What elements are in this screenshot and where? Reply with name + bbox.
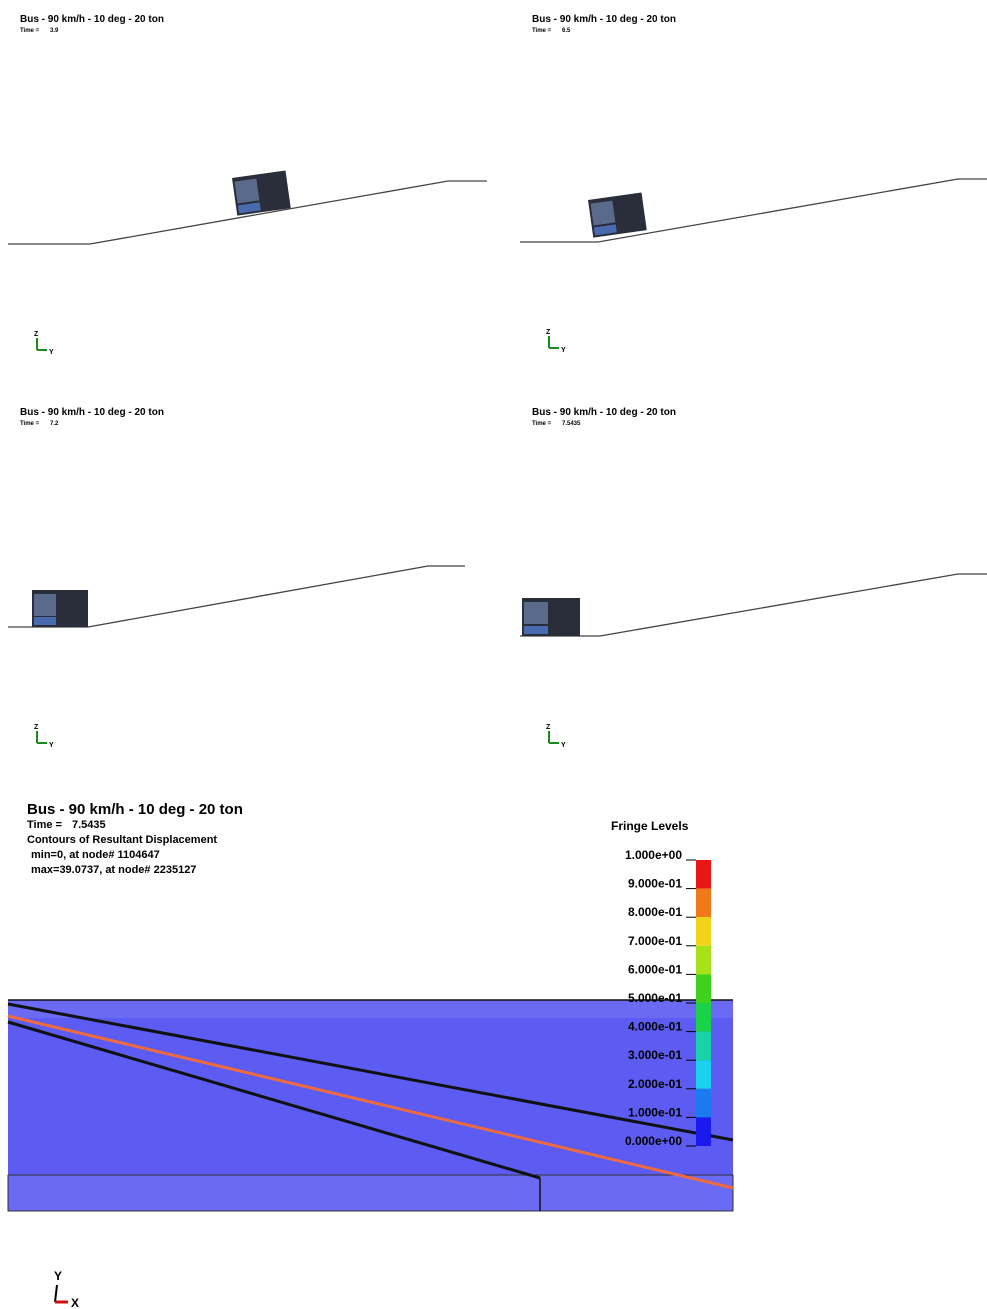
fringe-swatch <box>696 1089 711 1118</box>
fringe-label: 1.000e+00 <box>625 848 682 862</box>
fringe-swatch <box>696 1003 711 1032</box>
time-label: Time = <box>27 819 62 831</box>
axis-label: Z <box>546 724 551 731</box>
fringe-label: 2.000e-01 <box>628 1077 682 1091</box>
contour-title: Bus - 90 km/h - 10 deg - 20 ton <box>27 801 243 818</box>
fringe-swatch <box>696 1060 711 1089</box>
axis-up <box>55 1285 57 1302</box>
fringe-label: 6.000e-01 <box>628 962 682 976</box>
fringe-label: 0.000e+00 <box>625 1134 682 1148</box>
time-label: Time = <box>532 28 552 34</box>
road <box>520 574 987 636</box>
min-info: min=0, at node# 1104647 <box>31 849 160 861</box>
fringe-swatch <box>696 889 711 918</box>
max-info: max=39.0737, at node# 2235127 <box>31 864 196 876</box>
fringe-label: 7.000e-01 <box>628 934 682 948</box>
fringe-title: Fringe Levels <box>611 819 689 833</box>
fringe-label: 1.000e-01 <box>628 1105 682 1119</box>
time-value: 3.9 <box>50 28 59 34</box>
panel-title: Bus - 90 km/h - 10 deg - 20 ton <box>532 407 676 418</box>
fringe-swatch <box>696 1032 711 1061</box>
bus <box>588 192 647 237</box>
axis-label: Y <box>561 742 566 749</box>
axis-label: X <box>71 1296 79 1309</box>
fringe-label: 8.000e-01 <box>628 905 682 919</box>
fringe-swatch <box>696 1117 711 1146</box>
axis-label: Y <box>49 349 54 356</box>
plane-edge <box>8 1000 733 1018</box>
fringe-swatch <box>696 946 711 975</box>
axis-label: Z <box>34 331 39 338</box>
bus <box>32 590 88 627</box>
fringe-swatch <box>696 974 711 1003</box>
bus <box>232 170 291 215</box>
panel-title: Bus - 90 km/h - 10 deg - 20 ton <box>532 14 676 25</box>
fringe-label: 3.000e-01 <box>628 1048 682 1062</box>
panel-title: Bus - 90 km/h - 10 deg - 20 ton <box>20 14 164 25</box>
result-type: Contours of Resultant Displacement <box>27 834 217 846</box>
fringe-swatch <box>696 917 711 946</box>
axis-label: Y <box>561 347 566 354</box>
bus <box>522 598 580 636</box>
time-label: Time = <box>20 28 40 34</box>
time-label: Time = <box>532 421 552 427</box>
fringe-label: 4.000e-01 <box>628 1020 682 1034</box>
axis-label: Y <box>49 742 54 749</box>
fringe-swatch <box>696 860 711 889</box>
axis-label: Z <box>34 724 39 731</box>
time-value: 6.5 <box>562 28 571 34</box>
time-value: 7.5435 <box>72 819 106 831</box>
fringe-label: 9.000e-01 <box>628 877 682 891</box>
time-label: Time = <box>20 421 40 427</box>
panel-title: Bus - 90 km/h - 10 deg - 20 ton <box>20 407 164 418</box>
time-value: 7.5435 <box>562 421 581 427</box>
plane-edge <box>8 1175 733 1211</box>
fringe-label: 5.000e-01 <box>628 991 682 1005</box>
axis-label: Z <box>546 329 551 336</box>
axis-label: Y <box>54 1269 62 1283</box>
time-value: 7.2 <box>50 421 59 427</box>
screenshot: 1.000e+00 9.000e-01 8.000e-01 7.000e-01 6.00… <box>0 0 987 1309</box>
